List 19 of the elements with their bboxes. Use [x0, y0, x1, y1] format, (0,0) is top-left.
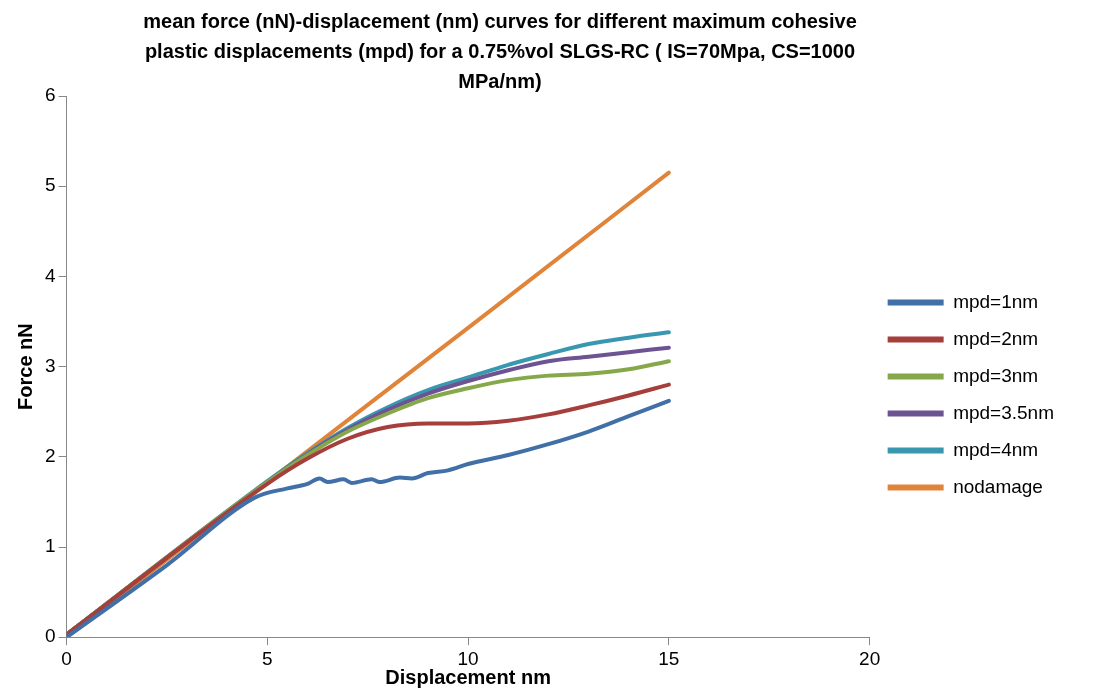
y-axis-title: Force nN — [13, 323, 36, 410]
y-tick-label: 1 — [44, 535, 56, 557]
y-tick-label: 6 — [44, 84, 56, 106]
legend-label: mpd=4nm — [953, 438, 1039, 460]
legend-label: nodamage — [953, 475, 1043, 497]
legend-label: mpd=3nm — [953, 364, 1039, 386]
x-tick-label: 15 — [658, 647, 680, 669]
legend-label: mpd=2nm — [953, 327, 1039, 349]
x-tick-label: 5 — [262, 647, 273, 669]
y-tick-label: 4 — [44, 264, 56, 286]
legend-label: mpd=3.5nm — [953, 401, 1055, 423]
y-tick-label: 5 — [44, 174, 56, 196]
y-tick-label: 3 — [44, 354, 56, 376]
y-tick-label: 2 — [44, 445, 56, 467]
y-tick-label: 0 — [44, 625, 56, 647]
chart-title: mean force (nN)-displacement (nm) curves for different maximum cohesive plastic displacements (mpd) for a 0.75%vol SLGS-RC ( IS=70Mpa, CS=1000 MPa/nm) — [142, 9, 858, 94]
x-tick-label: 20 — [859, 647, 881, 669]
legend-label: mpd=1nm — [953, 290, 1039, 312]
x-tick-label: 0 — [61, 647, 72, 669]
